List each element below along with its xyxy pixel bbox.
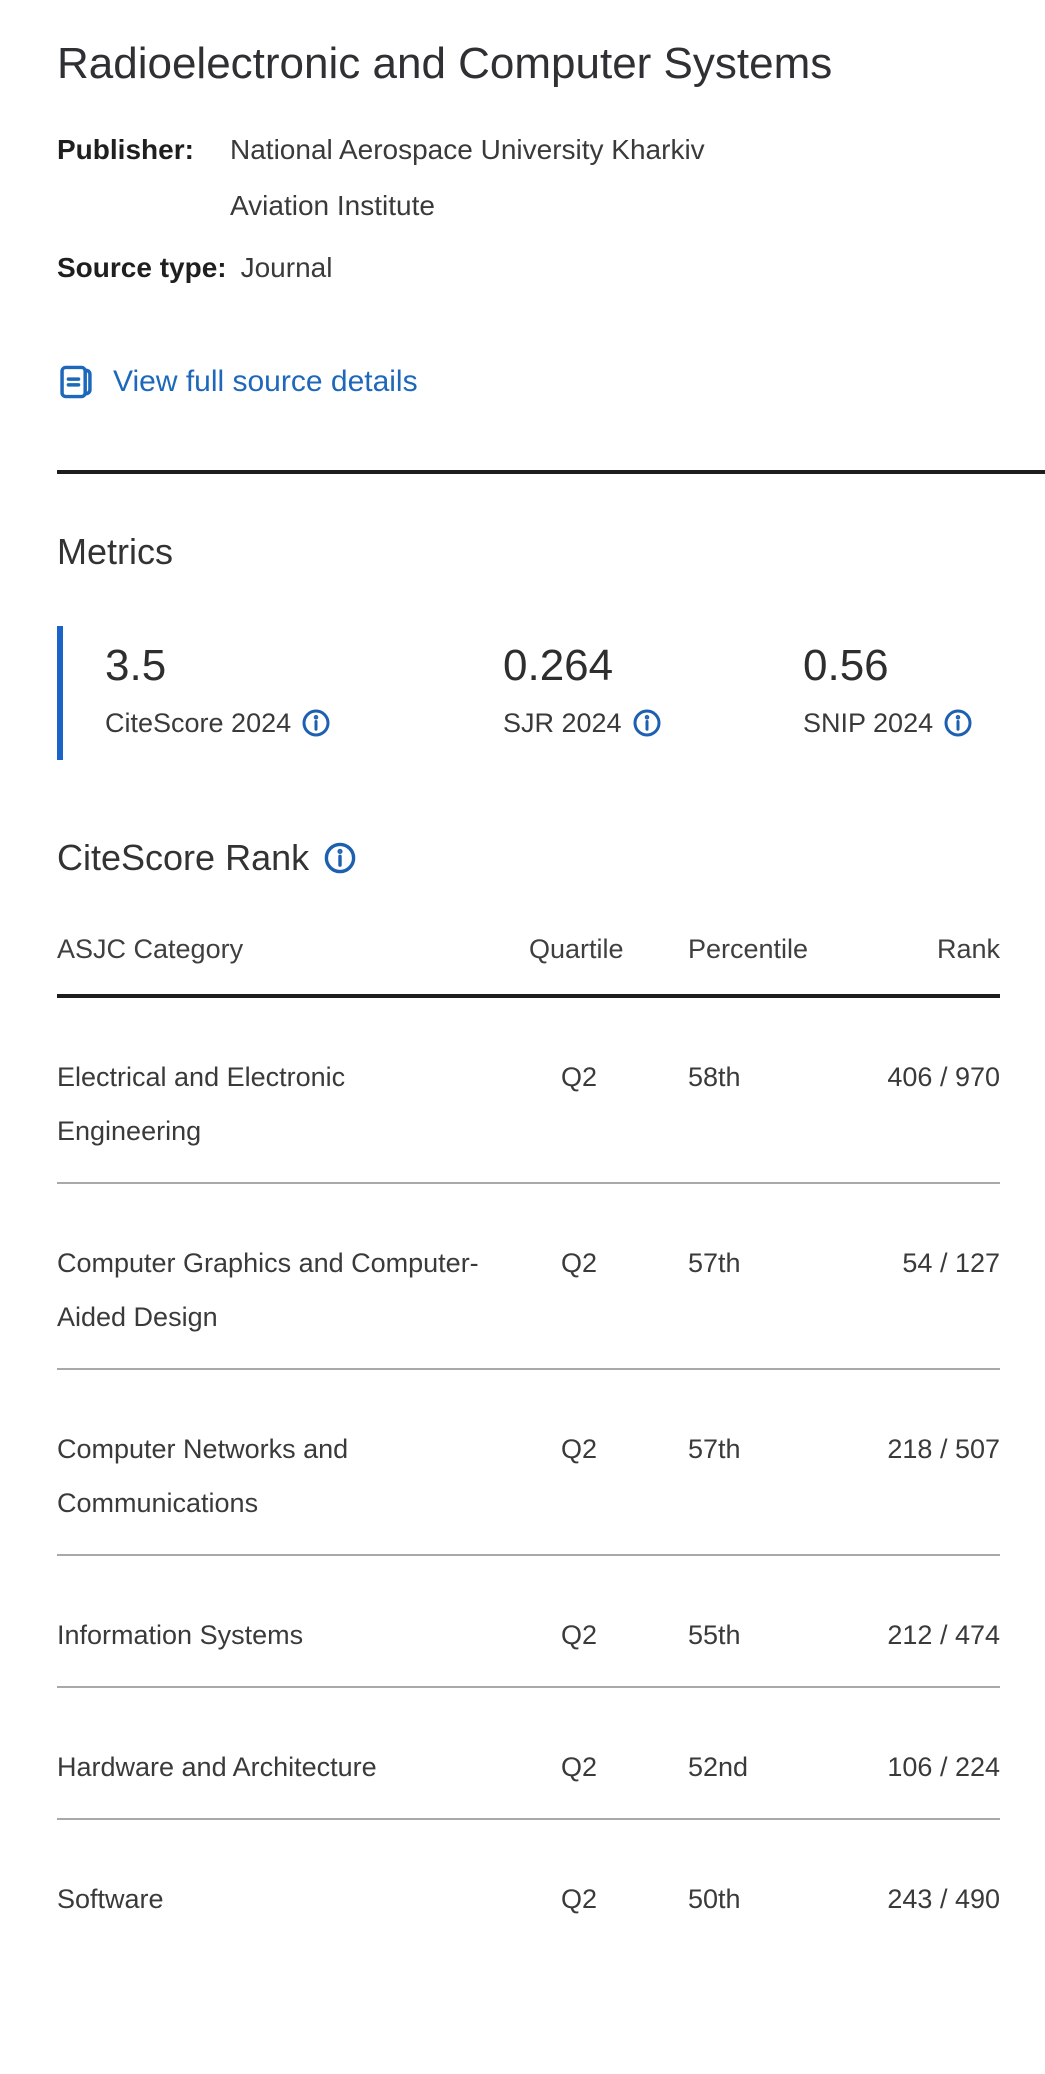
row-percentile: 55th xyxy=(688,1620,741,1650)
citescore-rank-table: ASJC Category Quartile Percentile Rank E… xyxy=(57,932,1000,1950)
row-quartile: Q2 xyxy=(561,1248,598,1278)
citescore-info-icon[interactable] xyxy=(301,708,331,738)
table-row: Hardware and Architecture Q2 52nd 106 / … xyxy=(57,1688,1000,1820)
journal-document-icon xyxy=(60,365,92,399)
publisher-value: National Aerospace University Kharkiv Av… xyxy=(230,134,705,221)
row-quartile: Q2 xyxy=(561,1752,598,1782)
metrics-heading: Metrics xyxy=(57,531,173,572)
citescore-rank-heading: CiteScore Rank xyxy=(57,836,1000,880)
row-rank: 106 / 224 xyxy=(887,1752,1000,1782)
row-percentile: 57th xyxy=(688,1434,741,1464)
publisher-label: Publisher: xyxy=(57,134,194,165)
publisher-row: Publisher: National Aerospace University… xyxy=(57,122,1000,234)
table-row: Software Q2 50th 243 / 490 xyxy=(57,1820,1000,1950)
row-rank: 212 / 474 xyxy=(887,1620,1000,1650)
row-category: Computer Networks and Communications xyxy=(57,1434,349,1518)
rank-table-header: ASJC Category Quartile Percentile Rank xyxy=(57,932,1000,998)
metrics-panel: 3.5 CiteScore 2024 0.264 SJR 2024 xyxy=(57,626,1000,760)
page-title: Radioelectronic and Computer Systems xyxy=(57,39,833,88)
row-category: Hardware and Architecture xyxy=(57,1752,377,1782)
table-row: Computer Graphics and Computer-Aided Des… xyxy=(57,1184,1000,1370)
snip-label: SNIP 2024 xyxy=(803,708,934,738)
row-category: Software xyxy=(57,1884,164,1914)
row-category: Computer Graphics and Computer-Aided Des… xyxy=(57,1248,479,1332)
citescore-value: 3.5 xyxy=(105,641,167,690)
col-header-percentile: Percentile xyxy=(688,934,809,964)
metric-sjr: 0.264 SJR 2024 xyxy=(503,642,803,738)
view-full-source-details-link[interactable]: View full source details xyxy=(57,362,1000,402)
source-type-value: Journal xyxy=(240,252,333,283)
sjr-info-icon[interactable] xyxy=(632,708,662,738)
row-category: Electrical and Electronic Engineering xyxy=(57,1062,346,1146)
table-row: Electrical and Electronic Engineering Q2… xyxy=(57,998,1000,1184)
table-row: Computer Networks and Communications Q2 … xyxy=(57,1370,1000,1556)
row-category: Information Systems xyxy=(57,1620,304,1650)
metric-citescore: 3.5 CiteScore 2024 xyxy=(105,642,503,738)
source-details-page: Radioelectronic and Computer Systems Pub… xyxy=(0,26,1045,1950)
row-rank: 54 / 127 xyxy=(902,1248,1000,1278)
metric-snip: 0.56 SNIP 2024 xyxy=(803,642,973,738)
section-divider xyxy=(57,470,1045,474)
row-rank: 218 / 507 xyxy=(887,1434,1000,1464)
citescore-rank-title: CiteScore Rank xyxy=(57,837,310,878)
row-quartile: Q2 xyxy=(561,1620,598,1650)
source-type-label: Source type: xyxy=(57,252,227,283)
row-quartile: Q2 xyxy=(561,1434,598,1464)
row-percentile: 58th xyxy=(688,1062,741,1092)
view-full-source-details-label: View full source details xyxy=(113,365,418,398)
snip-value: 0.56 xyxy=(803,641,889,690)
sjr-value: 0.264 xyxy=(503,641,614,690)
citescore-label: CiteScore 2024 xyxy=(105,708,292,738)
table-row: Information Systems Q2 55th 212 / 474 xyxy=(57,1556,1000,1688)
snip-info-icon[interactable] xyxy=(943,708,973,738)
col-header-rank: Rank xyxy=(936,934,1000,964)
row-quartile: Q2 xyxy=(561,1062,598,1092)
row-rank: 406 / 970 xyxy=(887,1062,1000,1092)
sjr-label: SJR 2024 xyxy=(503,708,622,738)
row-rank: 243 / 490 xyxy=(887,1884,1000,1914)
row-percentile: 52nd xyxy=(688,1752,749,1782)
row-percentile: 57th xyxy=(688,1248,741,1278)
col-header-category: ASJC Category xyxy=(57,934,244,964)
source-type-row: Source type: Journal xyxy=(57,240,1000,296)
citescore-rank-info-icon[interactable] xyxy=(323,841,357,875)
row-quartile: Q2 xyxy=(561,1884,598,1914)
col-header-quartile: Quartile xyxy=(529,934,624,964)
row-percentile: 50th xyxy=(688,1884,741,1914)
